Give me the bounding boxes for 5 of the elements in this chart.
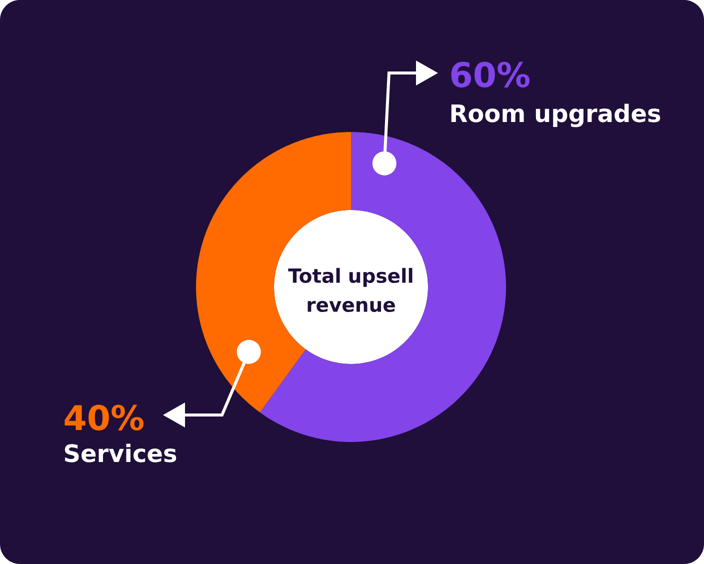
slice-label: Services — [64, 444, 176, 462]
data-label: 40% — [64, 404, 144, 430]
data-label: 60% — [451, 62, 530, 88]
slice-label: Room upgrades — [451, 104, 660, 128]
text: Total upsell revenue — [288, 268, 412, 312]
